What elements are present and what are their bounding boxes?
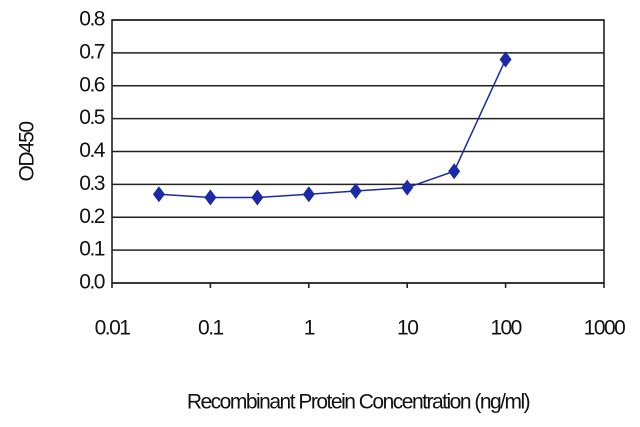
x-tick-label: 10 [397,317,418,340]
y-tick-label: 0.7 [79,40,105,63]
y-tick-label: 0.6 [79,73,105,96]
data-line [158,59,507,199]
data-point [448,163,461,180]
y-tick-label: 0.4 [79,139,106,162]
x-tick-label: 1000 [584,317,626,340]
y-tick-label: 0.5 [79,106,105,129]
x-axis-title: Recombinant Protein Concentration (ng/ml… [187,391,530,414]
y-axis-title: OD450 [16,122,39,182]
x-tick-label: 0.01 [95,317,131,340]
data-point [152,186,165,203]
data-point [302,186,315,203]
data-point [204,189,217,206]
data-point [349,182,362,199]
y-tick-label: 0.3 [79,172,105,195]
y-tick-label: 0.1 [79,238,105,261]
y-tick-label: 0.2 [79,205,105,228]
x-tick-label: 100 [490,317,521,340]
data-point [401,179,414,196]
data-point [251,189,264,206]
x-tick-label: 0.1 [198,317,224,340]
x-tick-label: 1 [304,317,315,340]
y-tick-label: 0.8 [79,8,105,31]
y-tick-label: 0.0 [79,271,105,294]
data-point [499,51,512,68]
